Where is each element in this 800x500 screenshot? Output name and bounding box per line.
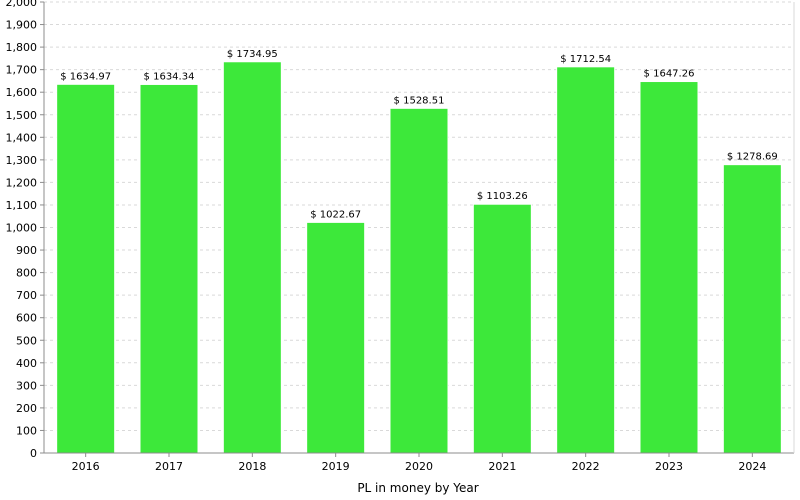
y-tick-label: 1,500 <box>6 109 38 122</box>
y-tick-label: 200 <box>16 402 37 415</box>
bar-2020 <box>389 107 449 454</box>
bar-2019 <box>306 221 366 454</box>
data-label-2024: $ 1278.69 <box>727 152 778 163</box>
x-tick-label: 2018 <box>238 460 266 473</box>
y-tick-label: 2,000 <box>6 0 38 9</box>
data-label-2020: $ 1528.51 <box>394 95 445 106</box>
bar-2021 <box>472 203 532 454</box>
bar-2017 <box>139 83 199 454</box>
x-axis-title: PL in money by Year <box>357 481 478 495</box>
y-tick-label: 100 <box>16 424 37 437</box>
y-tick-label: 0 <box>30 447 37 460</box>
y-tick-label: 400 <box>16 357 37 370</box>
y-tick-label: 1,300 <box>6 154 38 167</box>
y-tick-label: 1,700 <box>6 64 38 77</box>
x-tick-label: 2016 <box>72 460 100 473</box>
bar-2016 <box>56 83 116 454</box>
data-label-2022: $ 1712.54 <box>560 54 611 65</box>
x-tick-label: 2022 <box>572 460 600 473</box>
bar-2022 <box>556 66 616 454</box>
y-tick-label: 300 <box>16 379 37 392</box>
y-tick-label: 900 <box>16 244 37 257</box>
y-tick-label: 1,100 <box>6 199 38 212</box>
y-tick-label: 1,900 <box>6 19 38 32</box>
x-tick-label: 2020 <box>405 460 433 473</box>
bars <box>56 61 782 454</box>
x-tick-label: 2024 <box>738 460 766 473</box>
data-label-2023: $ 1647.26 <box>644 69 695 80</box>
data-label-2017: $ 1634.34 <box>144 71 195 82</box>
x-tick-label: 2019 <box>322 460 350 473</box>
bar-2018 <box>222 61 282 454</box>
y-tick-label: 1,800 <box>6 41 38 54</box>
x-tick-label: 2017 <box>155 460 183 473</box>
y-tick-label: 800 <box>16 267 37 280</box>
y-tick-label: 600 <box>16 312 37 325</box>
data-label-2016: $ 1634.97 <box>60 71 111 82</box>
data-labels: $ 1634.97 $ 1634.34 $ 1734.95 $ 1022.67 $ 15… <box>60 49 778 221</box>
y-axis-ticks: 0 100 200 300 400 500 600 700 800 900 1,000 1,100 1,… <box>6 0 44 460</box>
data-label-2019: $ 1022.67 <box>310 209 361 220</box>
bar-2023 <box>639 81 699 454</box>
y-tick-label: 700 <box>16 289 37 302</box>
x-tick-label: 2023 <box>655 460 683 473</box>
x-axis-ticks: 2016 2017 2018 2019 2020 2021 2022 2023 2024 <box>72 453 766 473</box>
x-tick-label: 2021 <box>488 460 516 473</box>
data-label-2018: $ 1734.95 <box>227 49 278 60</box>
data-label-2021: $ 1103.26 <box>477 191 528 202</box>
y-tick-label: 1,200 <box>6 176 38 189</box>
y-tick-label: 1,600 <box>6 86 38 99</box>
bar-2024 <box>722 164 782 454</box>
y-tick-label: 1,000 <box>6 222 38 235</box>
y-tick-label: 500 <box>16 334 37 347</box>
y-tick-label: 1,400 <box>6 131 38 144</box>
